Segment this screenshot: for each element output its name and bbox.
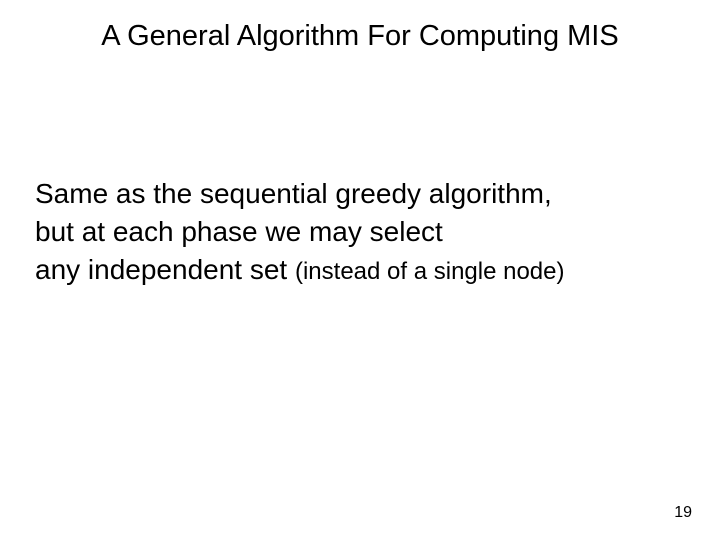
body-line-3-small: (instead of a single node) — [295, 258, 565, 285]
slide-title: A General Algorithm For Computing MIS — [0, 20, 720, 53]
body-line-3: any independent set (instead of a single… — [35, 251, 565, 289]
slide-body: Same as the sequential greedy algorithm,… — [35, 175, 565, 288]
page-number: 19 — [674, 504, 692, 522]
body-line-1: Same as the sequential greedy algorithm, — [35, 175, 565, 213]
body-line-2: but at each phase we may select — [35, 213, 565, 251]
body-line-3-main: any independent set — [35, 254, 295, 285]
